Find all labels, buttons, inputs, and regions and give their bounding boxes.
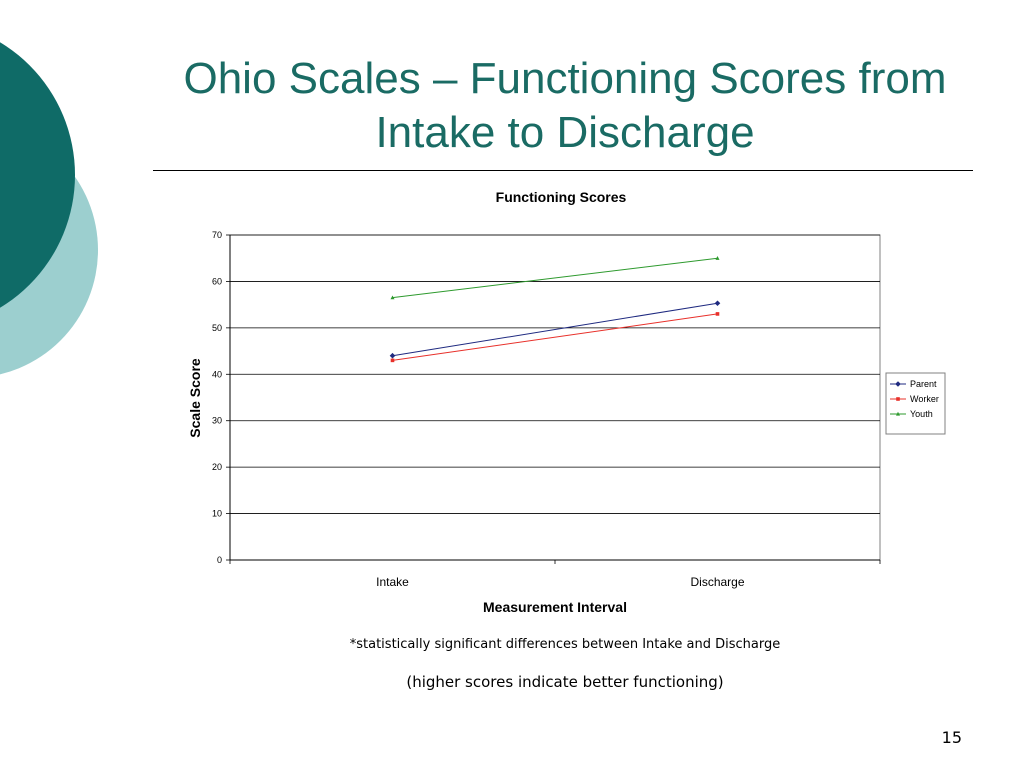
- interpretation-note: (higher scores indicate better functioni…: [406, 673, 724, 691]
- title-divider: [153, 170, 973, 171]
- significance-note: *statistically significant differences b…: [349, 637, 781, 652]
- slide-title: Ohio Scales – Functioning Scores from In…: [183, 54, 947, 157]
- y-tick-label: 30: [212, 416, 222, 426]
- y-tick-label: 50: [212, 323, 222, 333]
- data-point-marker: [390, 358, 395, 363]
- data-point-marker: [390, 295, 395, 300]
- y-tick-label: 40: [212, 369, 222, 379]
- y-tick-label: 70: [212, 230, 222, 240]
- series-line-youth: [392, 257, 718, 299]
- y-tick-label: 0: [217, 555, 222, 565]
- chart-title: Functioning Scores: [496, 189, 627, 205]
- data-point-marker: [715, 256, 720, 260]
- data-point-marker: [896, 411, 900, 416]
- decorative-circles: [0, 42, 98, 375]
- series-line-worker: [392, 313, 718, 361]
- y-tick-label: 60: [212, 276, 222, 286]
- dark-teal-circle: [0, 42, 75, 308]
- y-axis-label: Scale Score: [187, 358, 203, 438]
- slide-number: 15: [941, 728, 962, 747]
- chart-legend: Parent Worker Youth: [885, 372, 946, 435]
- plot-area: 0 10 20 30 40 50 60 70 Intake Discharge: [212, 230, 881, 589]
- data-point-marker: [715, 312, 720, 316]
- series-line-parent: [392, 302, 718, 357]
- data-point-marker: [389, 352, 396, 359]
- plot-frame: [229, 234, 881, 561]
- data-point-marker: [895, 381, 901, 387]
- y-tick-label: 10: [212, 509, 222, 519]
- x-axis-label: Measurement Interval: [483, 599, 627, 615]
- legend-label: Worker: [910, 394, 939, 404]
- data-point-marker: [896, 397, 900, 401]
- x-tick-label: Discharge: [690, 575, 744, 589]
- legend-label: Youth: [910, 409, 933, 419]
- x-tick-label: Intake: [376, 575, 409, 589]
- legend-label: Parent: [910, 379, 937, 389]
- functioning-scores-chart: Functioning Scores 0 10 20 30 40 50 60 70 Intake…: [187, 189, 946, 615]
- legend-box: [885, 372, 946, 435]
- y-tick-label: 20: [212, 462, 222, 472]
- data-point-marker: [714, 300, 721, 307]
